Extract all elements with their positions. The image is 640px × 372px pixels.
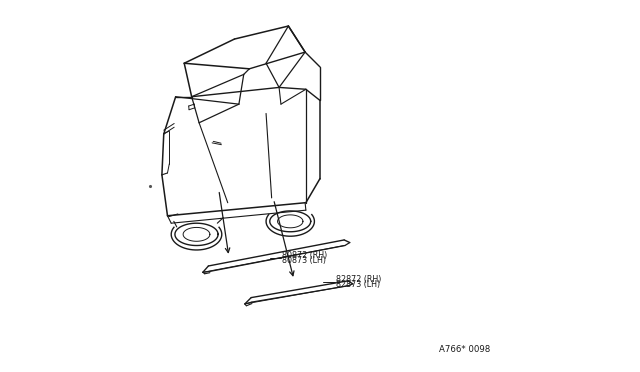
Text: 82872 (RH): 82872 (RH)	[335, 275, 381, 284]
Text: 80872 (RH): 80872 (RH)	[282, 251, 327, 260]
Text: 80873 (LH): 80873 (LH)	[282, 256, 326, 265]
Text: A766* 0098: A766* 0098	[439, 345, 490, 354]
Text: 82873 (LH): 82873 (LH)	[335, 280, 380, 289]
